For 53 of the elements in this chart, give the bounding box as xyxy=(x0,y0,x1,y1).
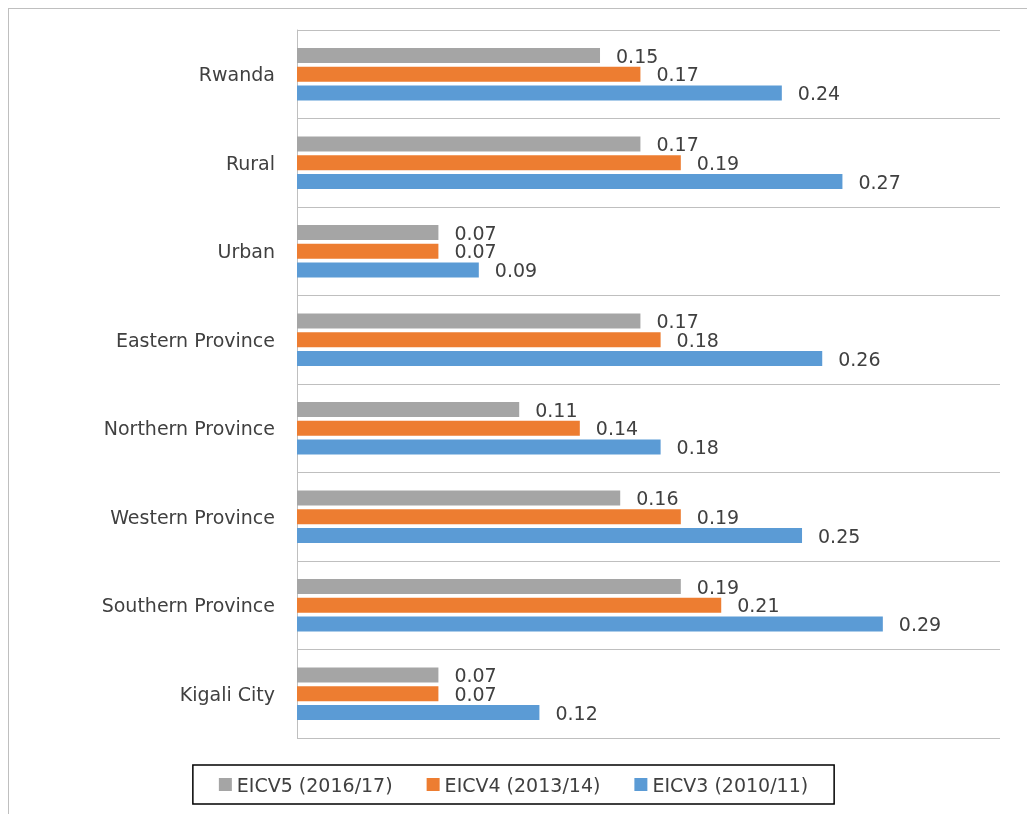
data-label: 0.17 xyxy=(656,63,699,86)
data-label: 0.21 xyxy=(737,594,780,617)
bar xyxy=(297,402,520,417)
bar xyxy=(297,136,641,152)
data-label: 0.24 xyxy=(797,82,841,104)
data-label: 0.29 xyxy=(898,613,942,635)
data-label: 0.25 xyxy=(818,524,861,547)
legend-label: EICV4 (2013/14) xyxy=(444,773,601,796)
bar xyxy=(297,225,439,240)
data-label: 0.15 xyxy=(616,44,659,67)
y-tick-label: Rwanda xyxy=(198,63,275,86)
bar xyxy=(297,686,439,702)
bar xyxy=(297,85,782,101)
bar xyxy=(297,439,661,455)
data-label: 0.12 xyxy=(555,701,598,724)
data-label: 0.27 xyxy=(858,170,901,193)
y-tick-label: Eastern Province xyxy=(115,328,275,351)
bar xyxy=(297,174,843,189)
bar xyxy=(297,313,641,329)
legend-label: EICV5 (2016/17) xyxy=(236,773,393,796)
data-label: 0.19 xyxy=(696,575,740,598)
data-label: 0.17 xyxy=(656,133,699,155)
y-tick-label: Rural xyxy=(225,151,275,174)
data-label: 0.19 xyxy=(696,505,740,528)
bar xyxy=(297,490,621,506)
bar xyxy=(297,579,681,594)
bar xyxy=(297,48,601,63)
bar xyxy=(297,705,540,720)
y-tick-label: Kigali City xyxy=(179,682,275,705)
data-label: 0.26 xyxy=(838,347,881,370)
bar xyxy=(297,616,883,632)
bar xyxy=(297,332,661,348)
y-tick-label: Southern Province xyxy=(101,594,275,617)
bar xyxy=(297,262,479,278)
data-label: 0.16 xyxy=(636,487,679,509)
data-label: 0.18 xyxy=(676,436,719,458)
y-tick-label: Northern Province xyxy=(103,417,275,440)
y-tick-label: Western Province xyxy=(110,505,275,528)
y-tick-label: Urban xyxy=(217,240,275,263)
bar xyxy=(297,351,823,366)
legend-label: EICV3 (2010/11) xyxy=(652,773,809,796)
data-label: 0.19 xyxy=(696,151,740,174)
bar xyxy=(297,243,439,259)
bar xyxy=(297,667,439,683)
bar xyxy=(297,420,580,436)
bar xyxy=(297,155,681,171)
bar xyxy=(297,66,641,82)
bar xyxy=(297,528,803,543)
bar xyxy=(297,509,681,525)
data-label: 0.11 xyxy=(535,398,578,421)
data-label: 0.14 xyxy=(595,417,639,440)
bar xyxy=(297,597,722,613)
data-label: 0.09 xyxy=(494,259,538,281)
